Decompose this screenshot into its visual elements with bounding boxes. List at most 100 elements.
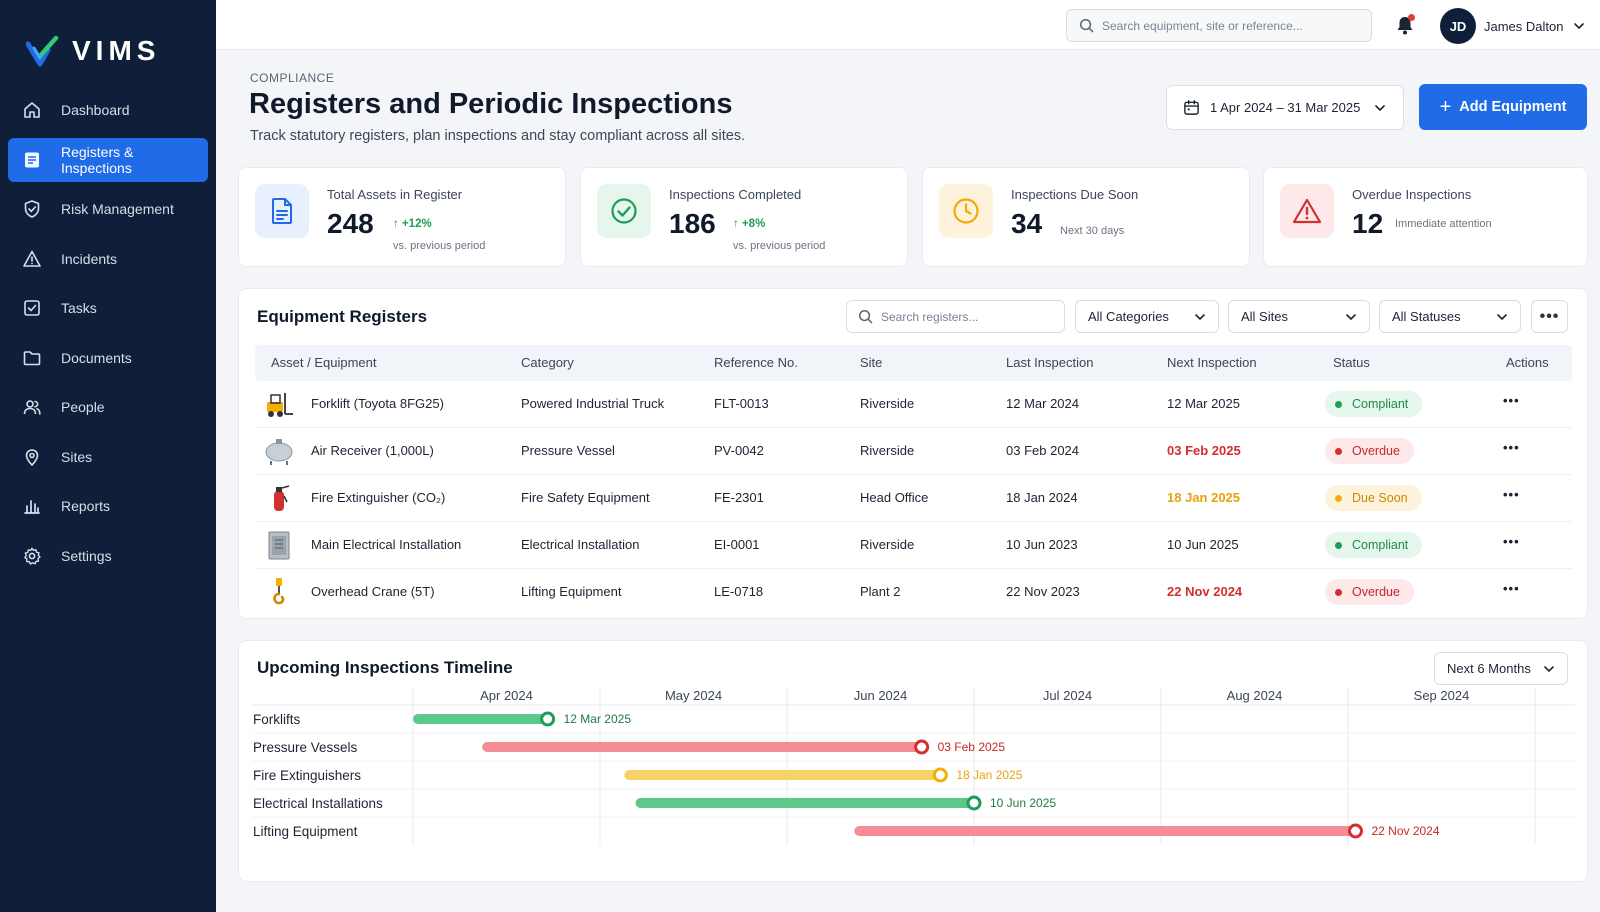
asset-name[interactable]: Fire Extinguisher (CO₂) (311, 490, 446, 505)
sidebar-item-label: Risk Management (61, 201, 174, 217)
timeline-bar (624, 770, 941, 780)
sidebar-item-settings[interactable]: Settings (8, 534, 208, 578)
breadcrumb: COMPLIANCE (250, 71, 335, 85)
last-inspection: 18 Jan 2024 (1006, 490, 1078, 505)
sidebar-item-tasks[interactable]: Tasks (8, 286, 208, 330)
site-filter-value: All Sites (1241, 309, 1288, 324)
sidebar-item-risk-management[interactable]: Risk Management (8, 187, 208, 231)
sidebar-item-sites[interactable]: Sites (8, 435, 208, 479)
sidebar-item-people[interactable]: People (8, 385, 208, 429)
column-header[interactable]: Site (860, 355, 883, 370)
asset-category: Electrical Installation (521, 537, 640, 552)
folder-icon (22, 348, 42, 368)
sidebar-item-documents[interactable]: Documents (8, 336, 208, 380)
column-header[interactable]: Asset / Equipment (271, 355, 377, 370)
notification-dot (1408, 14, 1415, 21)
timeline-date-label: 18 Jan 2025 (956, 768, 1022, 782)
table-row[interactable]: Overhead Crane (5T) Lifting Equipment LE-0… (255, 569, 1572, 616)
asset-reference: FE-2301 (714, 490, 764, 505)
chevron-down-icon (1544, 665, 1554, 672)
chevron-down-icon (1195, 313, 1205, 320)
stat-card-total-assets[interactable]: Total Assets in Register 248 ↑ +12% vs. … (238, 167, 566, 267)
column-header[interactable]: Next Inspection (1167, 355, 1257, 370)
sidebar-item-reports[interactable]: Reports (8, 484, 208, 528)
stat-card-overdue[interactable]: Overdue Inspections 12 Immediate attenti… (1263, 167, 1588, 267)
asset-reference: EI-0001 (714, 537, 760, 552)
sidebar: VIMS Dashboard Registers & Inspections Ris… (0, 0, 216, 912)
last-inspection: 22 Nov 2023 (1006, 584, 1080, 599)
more-options-button[interactable]: ••• (1531, 300, 1568, 333)
date-range-value: 1 Apr 2024 – 31 Mar 2025 (1210, 100, 1361, 115)
date-range-picker[interactable]: 1 Apr 2024 – 31 Mar 2025 (1166, 85, 1404, 130)
pin-icon (22, 447, 42, 467)
next-inspection: 18 Jan 2025 (1167, 490, 1241, 505)
timeline-month-label: Sep 2024 (1414, 688, 1470, 703)
stat-card-due-soon[interactable]: Inspections Due Soon 34 Next 30 days (922, 167, 1250, 267)
timeline-month-label: Apr 2024 (480, 688, 533, 703)
arrow-up-icon: ↑ (733, 218, 739, 230)
chevron-down-icon (1346, 313, 1356, 320)
timeline-row-label: Fire Extinguishers (253, 768, 361, 783)
sidebar-item-registers-inspections[interactable]: Registers & Inspections (8, 137, 208, 182)
asset-name[interactable]: Overhead Crane (5T) (311, 584, 435, 599)
status-badge: Compliant (1325, 532, 1423, 558)
timeline-date-label: 12 Mar 2025 (564, 712, 632, 726)
column-header[interactable]: Category (521, 355, 574, 370)
timeline-marker (932, 767, 948, 783)
last-inspection: 03 Feb 2024 (1006, 443, 1080, 458)
notifications-button[interactable] (1394, 14, 1416, 36)
status-label: Overdue (1352, 585, 1400, 599)
next-inspection: 12 Mar 2025 (1167, 396, 1240, 411)
row-actions-button[interactable]: ••• (1503, 487, 1520, 502)
asset-name[interactable]: Air Receiver (1,000L) (311, 443, 434, 458)
timeline-date-label: 22 Nov 2024 (1371, 824, 1439, 838)
sidebar-item-incidents[interactable]: Incidents (8, 237, 208, 281)
stat-delta: ↑ +8% (733, 218, 765, 230)
add-equipment-button[interactable]: + Add Equipment (1419, 84, 1587, 130)
column-header[interactable]: Actions (1506, 355, 1549, 370)
arrow-up-icon: ↑ (393, 218, 399, 230)
asset-name[interactable]: Forklift (Toyota 8FG25) (311, 396, 444, 411)
table-header: Asset / Equipment Category Reference No.… (255, 345, 1572, 381)
user-menu[interactable]: JD James Dalton (1440, 8, 1585, 44)
site-filter[interactable]: All Sites (1228, 300, 1370, 333)
status-filter-value: All Statuses (1392, 309, 1461, 324)
asset-name[interactable]: Main Electrical Installation (311, 537, 462, 552)
category-filter[interactable]: All Categories (1075, 300, 1219, 333)
timeline-range-select[interactable]: Next 6 Months (1434, 652, 1568, 685)
more-icon: ••• (1503, 581, 1520, 596)
column-header[interactable]: Status (1333, 355, 1370, 370)
sidebar-item-label: Documents (61, 349, 132, 366)
column-header[interactable]: Reference No. (714, 355, 798, 370)
registers-search[interactable] (846, 300, 1065, 333)
status-filter[interactable]: All Statuses (1379, 300, 1521, 333)
global-search-input[interactable] (1102, 18, 1362, 33)
home-icon (22, 100, 42, 120)
asset-category: Lifting Equipment (521, 584, 622, 599)
logo-mark-icon (26, 35, 59, 67)
row-actions-button[interactable]: ••• (1503, 393, 1520, 408)
timeline-marker (1347, 823, 1363, 839)
more-icon: ••• (1503, 534, 1520, 549)
table-row[interactable]: Fire Extinguisher (CO₂) Fire Safety Equip… (255, 475, 1572, 522)
table-row[interactable]: Forklift (Toyota 8FG25) Powered Industria… (255, 381, 1572, 428)
app-logo[interactable]: VIMS (26, 34, 160, 68)
electrical-panel-icon (268, 531, 290, 560)
sidebar-item-label: Registers & Inspections (61, 143, 134, 176)
asset-site: Head Office (860, 490, 929, 505)
stat-card-completed[interactable]: Inspections Completed 186 ↑ +8% vs. prev… (580, 167, 908, 267)
registers-search-input[interactable] (881, 309, 1061, 324)
checkbox-icon (22, 298, 42, 318)
row-actions-button[interactable]: ••• (1503, 534, 1520, 549)
timeline-marker (914, 739, 930, 755)
table-row[interactable]: Main Electrical Installation Electrical I… (255, 522, 1572, 569)
status-badge: Overdue (1325, 438, 1414, 464)
row-actions-button[interactable]: ••• (1503, 440, 1520, 455)
sidebar-item-dashboard[interactable]: Dashboard (8, 88, 208, 132)
column-header[interactable]: Last Inspection (1006, 355, 1094, 370)
row-actions-button[interactable]: ••• (1503, 581, 1520, 596)
global-search[interactable] (1066, 9, 1372, 42)
timeline-month-label: Jun 2024 (854, 688, 908, 703)
stat-sub: vs. previous period (393, 240, 486, 252)
table-row[interactable]: Air Receiver (1,000L) Pressure Vessel PV-0… (255, 428, 1572, 475)
